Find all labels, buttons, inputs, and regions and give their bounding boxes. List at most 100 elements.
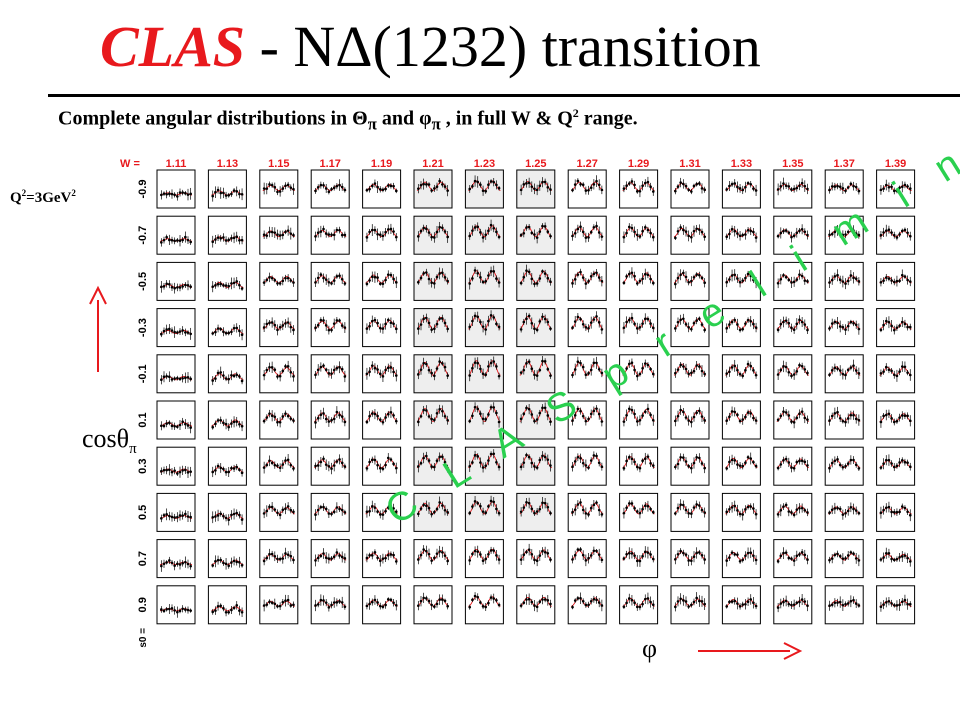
data-point <box>162 285 166 288</box>
data-point <box>703 419 706 422</box>
data-point <box>476 225 480 229</box>
data-point <box>543 455 547 459</box>
data-point <box>365 420 369 424</box>
data-point <box>892 558 896 562</box>
data-point <box>890 324 893 328</box>
data-point <box>230 236 233 240</box>
data-point <box>684 230 688 233</box>
data-point <box>806 418 809 421</box>
w-header: 1.39 <box>885 158 906 170</box>
data-point <box>427 415 431 418</box>
data-point <box>736 509 739 512</box>
fit-curve <box>879 276 912 284</box>
fit-curve <box>211 373 244 381</box>
data-point <box>627 182 631 185</box>
data-point <box>184 331 187 334</box>
data-point <box>181 238 184 242</box>
data-point <box>744 508 747 511</box>
panel <box>413 539 453 579</box>
data-point <box>273 185 277 189</box>
data-point <box>433 418 436 422</box>
data-point <box>833 459 837 463</box>
data-point <box>535 510 539 513</box>
data-point <box>651 326 655 330</box>
data-point <box>776 234 780 238</box>
fit-curve <box>416 316 450 330</box>
data-point <box>676 414 680 418</box>
data-point <box>703 372 706 376</box>
data-point <box>887 458 891 462</box>
data-point <box>638 279 642 283</box>
data-point <box>784 457 788 461</box>
data-point <box>530 461 534 465</box>
data-point <box>522 553 526 557</box>
data-point <box>651 510 655 514</box>
data-point <box>622 511 626 515</box>
data-point <box>784 319 788 322</box>
data-point <box>392 277 395 281</box>
data-point <box>749 551 753 555</box>
fit-curve <box>468 270 501 284</box>
data-point <box>852 364 855 367</box>
data-point <box>906 231 909 235</box>
data-point <box>268 459 271 463</box>
data-point <box>600 279 604 283</box>
panel <box>619 354 659 394</box>
data-point <box>595 549 598 553</box>
fit-curve <box>673 363 707 376</box>
data-point <box>273 463 277 467</box>
data-point <box>178 514 182 517</box>
data-point <box>738 280 742 284</box>
data-point <box>895 374 899 378</box>
data-point <box>394 327 398 331</box>
data-point <box>633 230 636 234</box>
data-point <box>595 361 598 365</box>
data-point <box>741 279 745 282</box>
data-point <box>178 563 182 566</box>
data-point <box>600 371 604 375</box>
data-point <box>284 230 287 234</box>
data-point <box>849 274 853 277</box>
data-point <box>216 464 220 468</box>
data-point <box>746 228 750 232</box>
w-header: 1.17 <box>319 158 340 170</box>
data-point <box>487 459 490 462</box>
fit-curve <box>468 315 501 330</box>
data-point <box>386 228 390 231</box>
data-point <box>340 367 344 371</box>
fit-curve <box>519 549 552 561</box>
data-point <box>343 375 347 378</box>
data-point <box>635 190 639 193</box>
data-point <box>882 370 885 373</box>
data-point <box>595 224 598 228</box>
data-point <box>417 373 420 376</box>
data-point <box>700 276 704 280</box>
data-point <box>330 557 333 560</box>
data-point <box>468 187 472 191</box>
data-point <box>741 233 745 237</box>
data-point <box>219 327 223 331</box>
fit-curve <box>725 228 758 238</box>
data-point <box>571 558 574 561</box>
fit-curve <box>314 366 347 376</box>
data-point <box>844 464 847 468</box>
data-point <box>497 374 501 378</box>
panel <box>413 215 453 255</box>
data-point <box>857 467 861 470</box>
data-point <box>481 372 485 376</box>
data-point <box>378 559 382 563</box>
data-point <box>622 557 626 560</box>
data-point <box>165 328 168 331</box>
data-point <box>173 516 176 519</box>
data-point <box>430 235 433 239</box>
data-point <box>700 415 704 418</box>
data-point <box>422 548 425 551</box>
data-point <box>703 188 706 192</box>
panel <box>310 492 350 532</box>
data-point <box>643 226 647 229</box>
data-point <box>216 236 220 239</box>
data-point <box>316 416 320 420</box>
data-point <box>798 600 801 604</box>
data-point <box>422 596 425 600</box>
data-point <box>649 277 652 281</box>
